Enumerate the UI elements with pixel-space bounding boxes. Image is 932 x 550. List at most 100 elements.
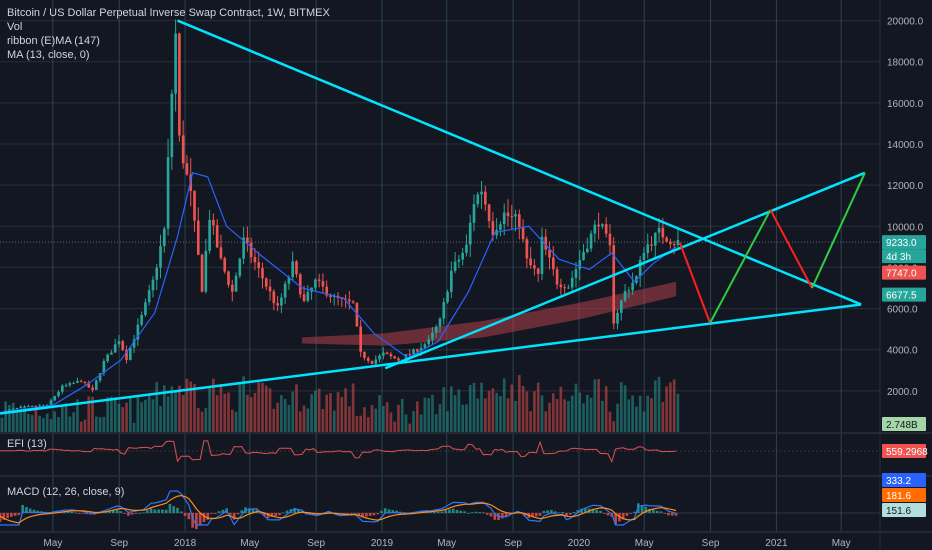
volume-bar [529, 411, 532, 432]
candle-body [348, 299, 351, 302]
candle-body [64, 385, 68, 387]
candle-body [166, 157, 170, 229]
volume-bar [559, 386, 563, 432]
candle-body [57, 391, 60, 397]
macd-histogram-bar [614, 513, 617, 525]
volume-bar [132, 422, 136, 432]
volume-bar [642, 411, 646, 432]
candle-body [147, 290, 151, 303]
macd-histogram-bar [161, 509, 164, 513]
price-tick-label: 20000.0 [887, 17, 924, 28]
signal-line [0, 494, 677, 524]
candle-body [355, 302, 359, 327]
volume-bar [525, 391, 529, 432]
volume-bar [76, 399, 79, 432]
volume-bar [389, 412, 393, 432]
volume-bar [442, 387, 446, 432]
candle-body [117, 341, 121, 345]
macd-histogram-bar [138, 512, 142, 514]
candle-body [272, 291, 276, 304]
volume-bar [344, 388, 347, 432]
macd-histogram-bar [621, 513, 625, 520]
efi-label[interactable]: EFI (13) [7, 438, 47, 450]
candle-body [517, 214, 521, 228]
macd-histogram-bar [663, 513, 667, 514]
macd-histogram-bar [240, 510, 244, 513]
indicator-volume[interactable]: Vol [7, 21, 23, 33]
candle-body [419, 347, 423, 352]
candle-body [438, 318, 442, 327]
price-tick-label: 6000.0 [887, 305, 918, 316]
candle-body [144, 302, 147, 315]
indicator-ribbon[interactable]: ribbon (E)MA (147) [7, 35, 100, 47]
candle-body [276, 303, 279, 306]
macd-histogram-bar [459, 510, 463, 513]
macd-histogram-bar [281, 512, 285, 514]
macd-histogram-bar [236, 513, 240, 515]
volume-bar [181, 394, 185, 432]
candle-body [642, 252, 646, 260]
candle-body [521, 227, 525, 240]
candle-body [76, 380, 79, 383]
projection-down [769, 209, 813, 289]
trendline [177, 19, 862, 306]
macd-histogram-bar [229, 513, 232, 515]
ma-line [0, 172, 677, 414]
macd-histogram-bar [644, 506, 648, 513]
volume-bar [110, 396, 113, 432]
candle-body [257, 262, 261, 269]
volume-bar [189, 381, 193, 432]
macd-histogram-bar [395, 510, 398, 513]
candle-body [268, 286, 272, 292]
countdown-tag-bg [882, 249, 926, 264]
indicator-ma[interactable]: MA (13, close, 0) [7, 49, 90, 61]
macd-histogram-bar [602, 513, 606, 514]
candle-body [325, 286, 329, 296]
time-tick-label: May [240, 538, 259, 549]
volume-bar [204, 407, 208, 432]
time-tick-label: 2021 [765, 538, 788, 549]
volume-bar [11, 402, 15, 432]
volume-bar [457, 389, 461, 432]
volume-bar [555, 399, 559, 432]
volume-bar [423, 397, 427, 432]
macd-histogram-bar [293, 507, 296, 513]
volume-bar [159, 406, 162, 432]
volume-bar [669, 382, 672, 432]
candle-body [60, 385, 64, 392]
candle-body [34, 405, 38, 407]
candle-body [484, 191, 487, 205]
candle-body [113, 344, 117, 353]
macd-histogram-bar [247, 508, 251, 513]
candle-body [98, 373, 102, 381]
volume-bar [589, 397, 593, 432]
volume-bar [178, 385, 181, 432]
candle-body [87, 382, 91, 388]
macd-histogram-bar [580, 508, 583, 513]
macd-histogram-bar [111, 510, 115, 513]
macd-histogram-bar [568, 513, 572, 515]
candle-body [627, 290, 631, 292]
macd-histogram-bar [572, 512, 576, 513]
macd-histogram-bar [2, 513, 6, 520]
candle-body [665, 237, 668, 242]
macd-histogram-bar [542, 510, 546, 513]
candle-body [669, 241, 672, 245]
macd-label[interactable]: MACD (12, 26, close, 9) [7, 486, 125, 498]
candle-body [159, 246, 162, 268]
candle-body [468, 222, 472, 245]
volume-bar [676, 393, 680, 432]
candle-body [366, 357, 370, 361]
macd-histogram-bar [451, 508, 455, 513]
volume-bar [144, 399, 147, 432]
volume-bar [200, 411, 204, 432]
macd-histogram-bar [217, 511, 221, 513]
macd-histogram-bar [123, 513, 126, 514]
volume-bar [627, 399, 631, 432]
macd-histogram-bar [534, 513, 538, 517]
volume-bar [540, 395, 544, 432]
volume-bar [393, 421, 396, 432]
volume-bar [321, 408, 325, 432]
